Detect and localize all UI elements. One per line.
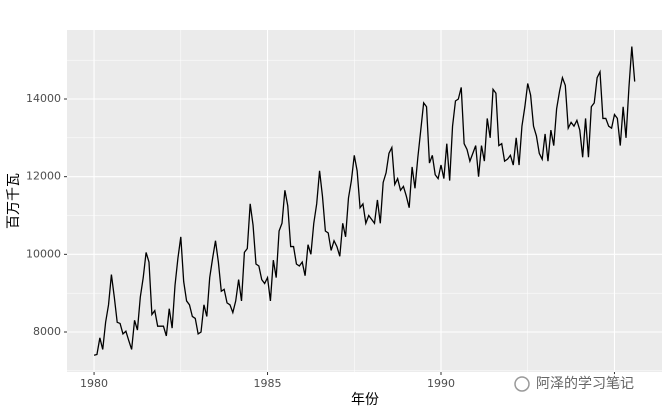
y-tick-label: 8000 xyxy=(33,325,61,338)
y-axis-title: 百万千瓦 xyxy=(6,173,22,229)
marks xyxy=(93,46,636,356)
watermark: 阿泽的学习笔记 xyxy=(536,376,634,392)
watermark-bg xyxy=(506,374,658,394)
watermark-icon xyxy=(514,376,530,392)
y-tick-label: 12000 xyxy=(26,170,61,183)
y-tick-label: 10000 xyxy=(26,247,61,260)
y-tick-label: 14000 xyxy=(26,92,61,105)
x-tick-label: 1985 xyxy=(254,377,282,390)
x-axis-title: 年份 xyxy=(351,392,379,408)
x-tick-label: 1980 xyxy=(80,377,108,390)
series-line xyxy=(93,46,636,356)
panel xyxy=(67,30,662,372)
x-tick-label: 1990 xyxy=(427,377,455,390)
